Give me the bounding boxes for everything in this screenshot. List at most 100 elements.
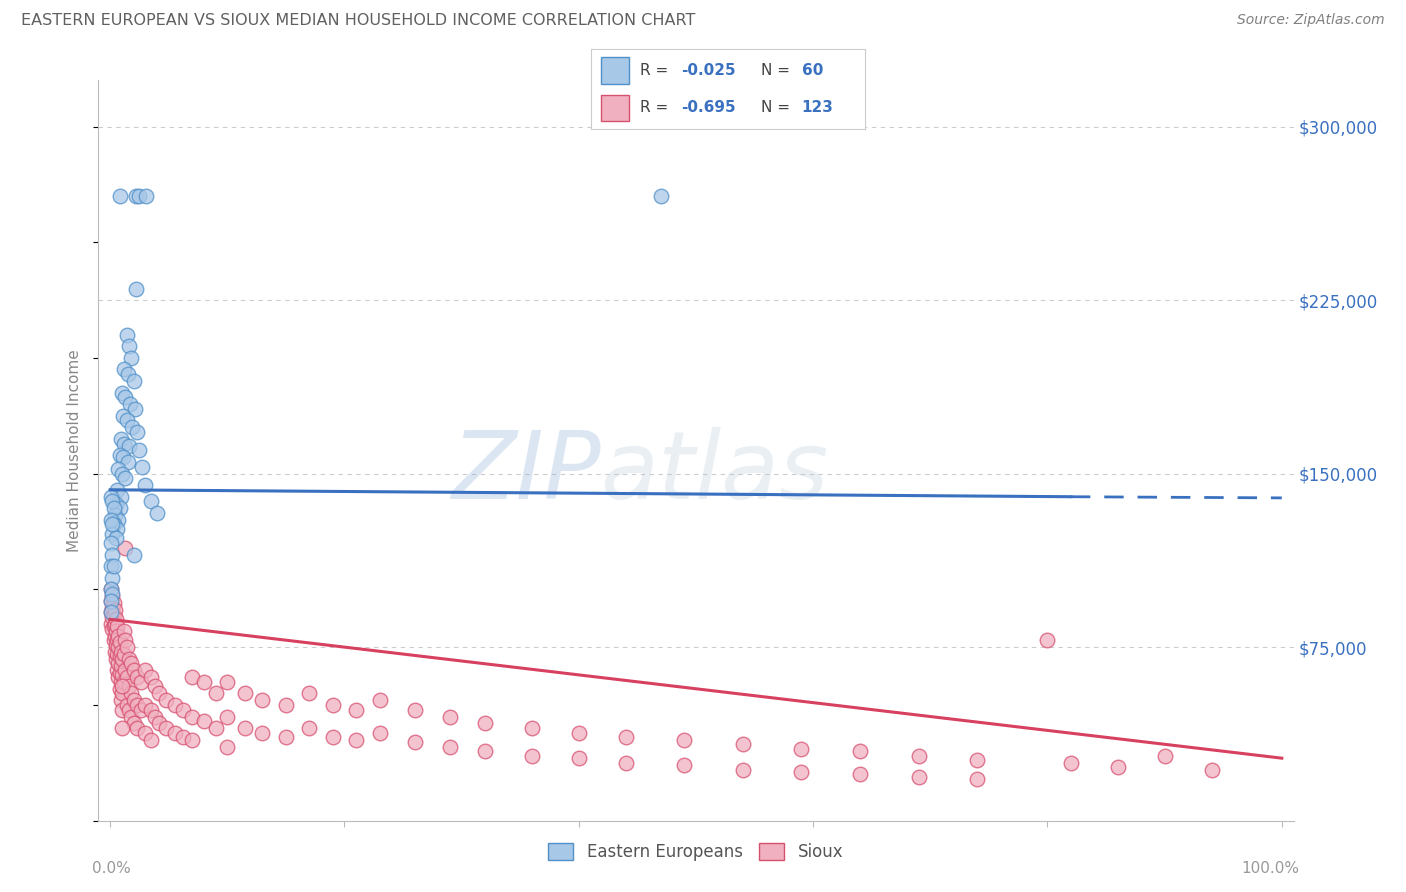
Point — [101, 622, 124, 636]
Point — [127, 698, 149, 712]
Point — [107, 513, 129, 527]
Point — [101, 610, 124, 624]
Point — [404, 703, 426, 717]
Point — [322, 731, 344, 745]
Text: R =: R = — [640, 63, 673, 78]
Point — [118, 703, 141, 717]
Text: EASTERN EUROPEAN VS SIOUX MEDIAN HOUSEHOLD INCOME CORRELATION CHART: EASTERN EUROPEAN VS SIOUX MEDIAN HOUSEHO… — [21, 13, 696, 29]
Text: N =: N = — [761, 63, 794, 78]
Point — [146, 506, 169, 520]
Point — [110, 693, 132, 707]
Text: 0.0%: 0.0% — [93, 862, 131, 876]
Point — [849, 767, 872, 781]
Point — [193, 714, 215, 728]
Point — [112, 674, 135, 689]
Point — [100, 536, 122, 550]
Point — [100, 606, 122, 620]
Point — [134, 725, 156, 739]
Point — [1060, 756, 1083, 770]
Point — [966, 754, 988, 768]
Point — [849, 744, 872, 758]
Point — [107, 628, 129, 642]
Point — [274, 731, 297, 745]
Y-axis label: Median Household Income: Median Household Income — [67, 349, 83, 552]
Point — [107, 657, 129, 671]
Point — [122, 548, 145, 562]
Point — [105, 497, 128, 511]
Point — [966, 772, 988, 786]
Point — [298, 686, 321, 700]
Point — [103, 607, 125, 622]
Point — [101, 494, 124, 508]
Point — [114, 390, 136, 404]
Point — [117, 455, 139, 469]
Point — [112, 450, 135, 465]
Point — [122, 374, 145, 388]
Point — [118, 339, 141, 353]
Point — [117, 367, 139, 381]
Point — [204, 686, 226, 700]
Point — [115, 698, 138, 712]
Point — [217, 739, 239, 754]
Point — [141, 670, 163, 684]
Point — [128, 189, 150, 203]
Point — [100, 582, 122, 597]
Point — [105, 638, 128, 652]
Point — [108, 649, 131, 664]
Point — [105, 647, 128, 661]
Point — [118, 439, 141, 453]
Point — [1036, 633, 1059, 648]
Point — [172, 703, 194, 717]
Point — [105, 483, 128, 497]
Point — [404, 735, 426, 749]
Point — [108, 665, 131, 680]
Point — [103, 596, 125, 610]
Point — [104, 508, 127, 523]
Point — [204, 721, 226, 735]
Point — [112, 409, 135, 423]
Point — [101, 517, 124, 532]
Point — [155, 721, 177, 735]
Point — [103, 619, 125, 633]
Point — [103, 633, 125, 648]
Point — [368, 725, 391, 739]
Point — [103, 501, 125, 516]
Point — [104, 603, 127, 617]
Point — [120, 351, 142, 365]
Point — [120, 657, 142, 671]
Point — [105, 651, 128, 665]
Text: 123: 123 — [801, 100, 834, 115]
Point — [125, 281, 148, 295]
Point — [252, 693, 274, 707]
Point — [100, 617, 122, 632]
Point — [122, 663, 145, 677]
Point — [148, 686, 170, 700]
Point — [101, 600, 124, 615]
Point — [520, 748, 543, 763]
Point — [105, 612, 128, 626]
Point — [148, 716, 170, 731]
Point — [110, 432, 132, 446]
Bar — [602, 95, 628, 121]
Point — [111, 467, 134, 481]
Point — [100, 490, 122, 504]
Point — [100, 594, 122, 608]
Point — [1107, 760, 1129, 774]
Point — [108, 635, 131, 649]
Point — [233, 721, 256, 735]
Point — [120, 686, 142, 700]
Point — [111, 703, 134, 717]
Point — [673, 732, 696, 747]
Point — [108, 681, 131, 696]
Point — [105, 633, 128, 648]
Point — [568, 751, 591, 765]
Point — [118, 651, 141, 665]
Point — [110, 645, 132, 659]
Point — [105, 522, 128, 536]
Point — [112, 436, 135, 450]
Point — [115, 327, 138, 342]
Point — [107, 670, 129, 684]
Point — [233, 686, 256, 700]
Text: Source: ZipAtlas.com: Source: ZipAtlas.com — [1237, 13, 1385, 28]
Text: atlas: atlas — [600, 427, 828, 518]
